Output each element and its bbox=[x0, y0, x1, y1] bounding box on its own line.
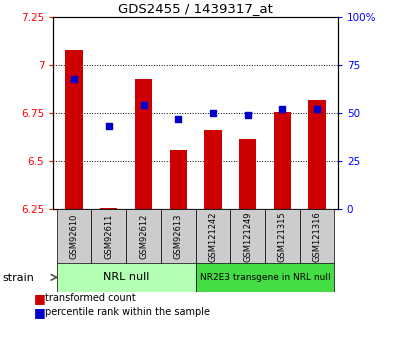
Text: GSM121315: GSM121315 bbox=[278, 211, 287, 262]
Bar bbox=[57, 209, 92, 264]
Text: GSM92613: GSM92613 bbox=[174, 214, 182, 259]
Bar bbox=[308, 100, 325, 209]
Point bbox=[175, 116, 181, 121]
Bar bbox=[126, 209, 161, 264]
Text: GSM121249: GSM121249 bbox=[243, 211, 252, 262]
Bar bbox=[92, 209, 126, 264]
Bar bbox=[196, 263, 334, 292]
Bar bbox=[299, 209, 334, 264]
Bar bbox=[161, 209, 196, 264]
Text: GSM92611: GSM92611 bbox=[104, 214, 113, 259]
Text: NRL null: NRL null bbox=[103, 273, 149, 282]
Text: percentile rank within the sample: percentile rank within the sample bbox=[45, 307, 211, 317]
Text: ■: ■ bbox=[34, 306, 45, 319]
Bar bbox=[57, 263, 196, 292]
Point bbox=[314, 106, 320, 112]
Bar bbox=[230, 209, 265, 264]
Bar bbox=[196, 209, 230, 264]
Title: GDS2455 / 1439317_at: GDS2455 / 1439317_at bbox=[118, 2, 273, 15]
Text: GSM121316: GSM121316 bbox=[312, 211, 322, 262]
Bar bbox=[66, 50, 83, 209]
Point bbox=[140, 102, 147, 108]
Text: transformed count: transformed count bbox=[45, 294, 136, 303]
Bar bbox=[265, 209, 299, 264]
Bar bbox=[169, 150, 187, 209]
Bar bbox=[135, 79, 152, 209]
Point bbox=[105, 124, 112, 129]
Bar bbox=[100, 208, 117, 209]
Text: GSM121242: GSM121242 bbox=[209, 211, 217, 262]
Bar bbox=[274, 112, 291, 209]
Text: strain: strain bbox=[2, 274, 34, 283]
Point bbox=[279, 106, 286, 112]
Point bbox=[71, 76, 77, 81]
Text: GSM92612: GSM92612 bbox=[139, 214, 148, 259]
Text: NR2E3 transgene in NRL null: NR2E3 transgene in NRL null bbox=[199, 273, 330, 282]
Text: ■: ■ bbox=[34, 292, 45, 305]
Point bbox=[210, 110, 216, 116]
Bar bbox=[239, 139, 256, 209]
Bar bbox=[204, 130, 222, 209]
Point bbox=[245, 112, 251, 118]
Text: GSM92610: GSM92610 bbox=[70, 214, 79, 259]
